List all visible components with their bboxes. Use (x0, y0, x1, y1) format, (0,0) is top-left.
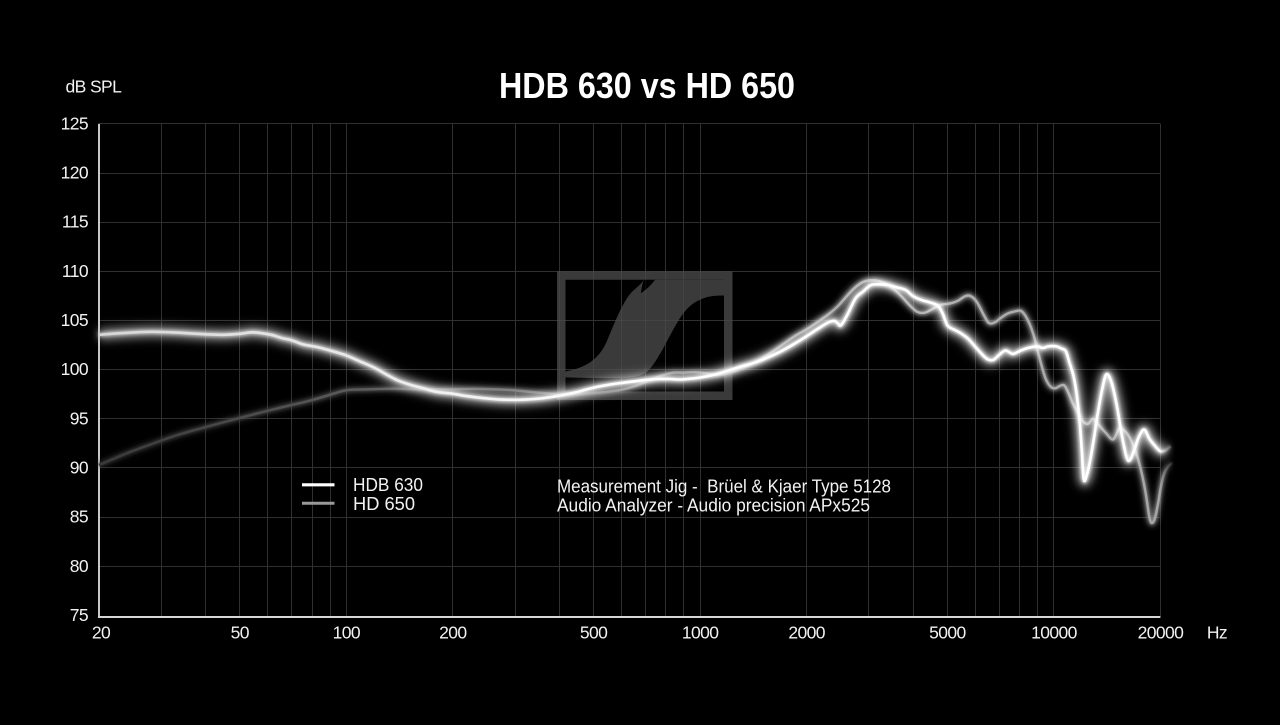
svg-text:80: 80 (70, 556, 89, 576)
svg-text:dB SPL: dB SPL (66, 77, 123, 97)
svg-text:Hz: Hz (1207, 623, 1227, 643)
svg-text:120: 120 (61, 163, 89, 183)
svg-text:20: 20 (92, 623, 111, 643)
svg-text:500: 500 (580, 623, 608, 643)
svg-text:Measurement Jig - Brüel & Kja: Measurement Jig - Brüel & Kjaer Type 512… (557, 477, 891, 497)
svg-text:10000: 10000 (1031, 623, 1078, 643)
svg-text:105: 105 (61, 310, 88, 330)
svg-text:125: 125 (61, 113, 88, 133)
svg-text:1000: 1000 (682, 623, 719, 643)
svg-text:95: 95 (70, 408, 88, 428)
svg-text:75: 75 (70, 605, 88, 625)
svg-text:110: 110 (62, 261, 89, 281)
svg-text:115: 115 (62, 212, 88, 232)
svg-text:100: 100 (61, 359, 89, 379)
svg-text:HDB 630: HDB 630 (353, 475, 423, 495)
svg-text:HD 650: HD 650 (353, 494, 415, 514)
svg-text:Audio Analyzer - Audio precisi: Audio Analyzer - Audio precision APx525 (557, 496, 870, 516)
svg-text:20000: 20000 (1138, 623, 1185, 643)
svg-text:90: 90 (70, 457, 89, 477)
svg-text:HDB 630 vs HD 650: HDB 630 vs HD 650 (499, 65, 795, 106)
svg-text:5000: 5000 (929, 623, 966, 643)
svg-text:200: 200 (439, 623, 467, 643)
svg-text:100: 100 (333, 623, 361, 643)
svg-text:2000: 2000 (788, 623, 825, 643)
svg-text:50: 50 (231, 623, 250, 643)
svg-text:85: 85 (70, 507, 88, 527)
